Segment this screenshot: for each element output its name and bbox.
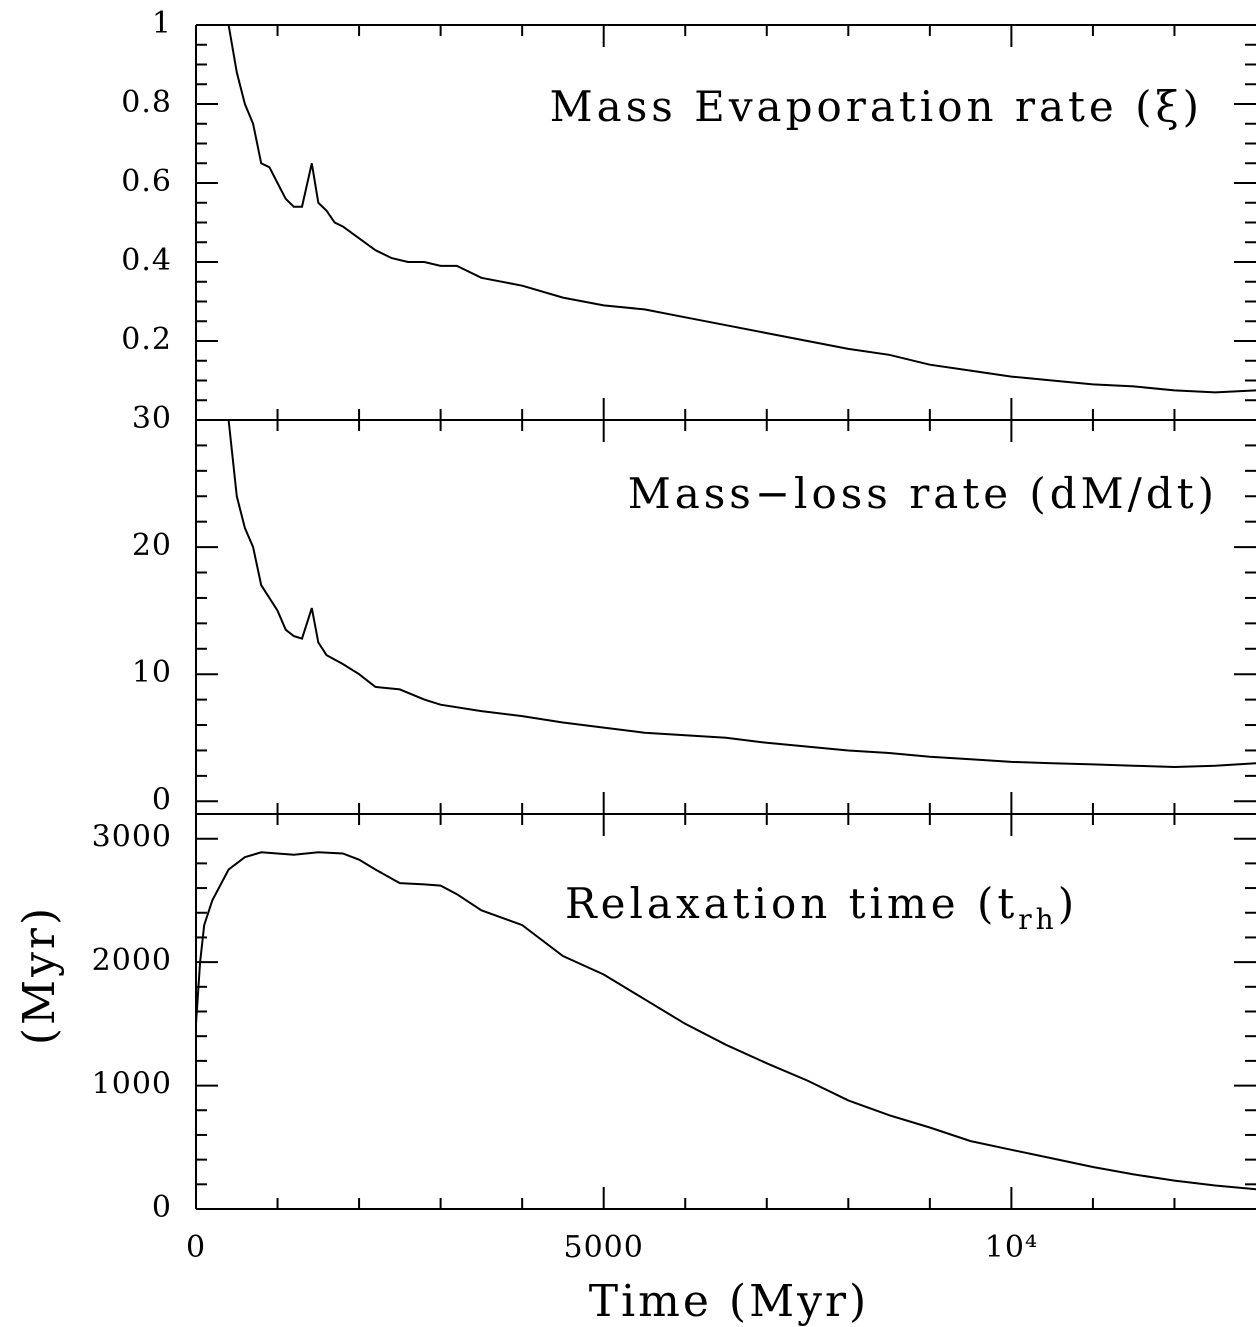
y-tick-label: 2000 — [92, 943, 172, 978]
y-tick-label: 0 — [152, 1190, 172, 1225]
y-tick-label: 0.8 — [121, 85, 172, 120]
y-tick-label: 1000 — [92, 1067, 172, 1102]
panel-annotation: Relaxation time (trh) — [565, 879, 1078, 936]
x-tick-label: 0 — [186, 1230, 206, 1265]
y-tick-label: 30 — [132, 401, 172, 436]
x-tick-label: 5000 — [564, 1230, 644, 1265]
annotation-subscript: rh — [1018, 903, 1057, 936]
annotation-text: Relaxation time (t — [565, 879, 1018, 928]
data-line — [227, 24, 1256, 394]
panel-annotation: Mass−loss rate (dM/dt) — [628, 469, 1218, 518]
data-line — [196, 851, 1256, 1191]
x-axis-label: Time (Myr) — [589, 1276, 869, 1327]
y-tick-label: 20 — [132, 528, 172, 563]
x-tick-label: 10⁴ — [985, 1230, 1038, 1265]
y-tick-label: 0.4 — [121, 243, 172, 278]
panel-annotation: Mass Evaporation rate (ξ) — [550, 82, 1203, 131]
y-tick-label: 1 — [152, 6, 172, 41]
y-tick-label: 10 — [132, 655, 172, 690]
y-axis-label: (Myr) — [14, 905, 65, 1045]
data-line — [227, 419, 1256, 769]
y-tick-label: 0.6 — [121, 164, 172, 199]
y-tick-label: 3000 — [92, 820, 172, 855]
annotation-close: ) — [1058, 879, 1078, 928]
y-tick-label: 0 — [152, 782, 172, 817]
y-tick-label: 0.2 — [121, 322, 172, 357]
